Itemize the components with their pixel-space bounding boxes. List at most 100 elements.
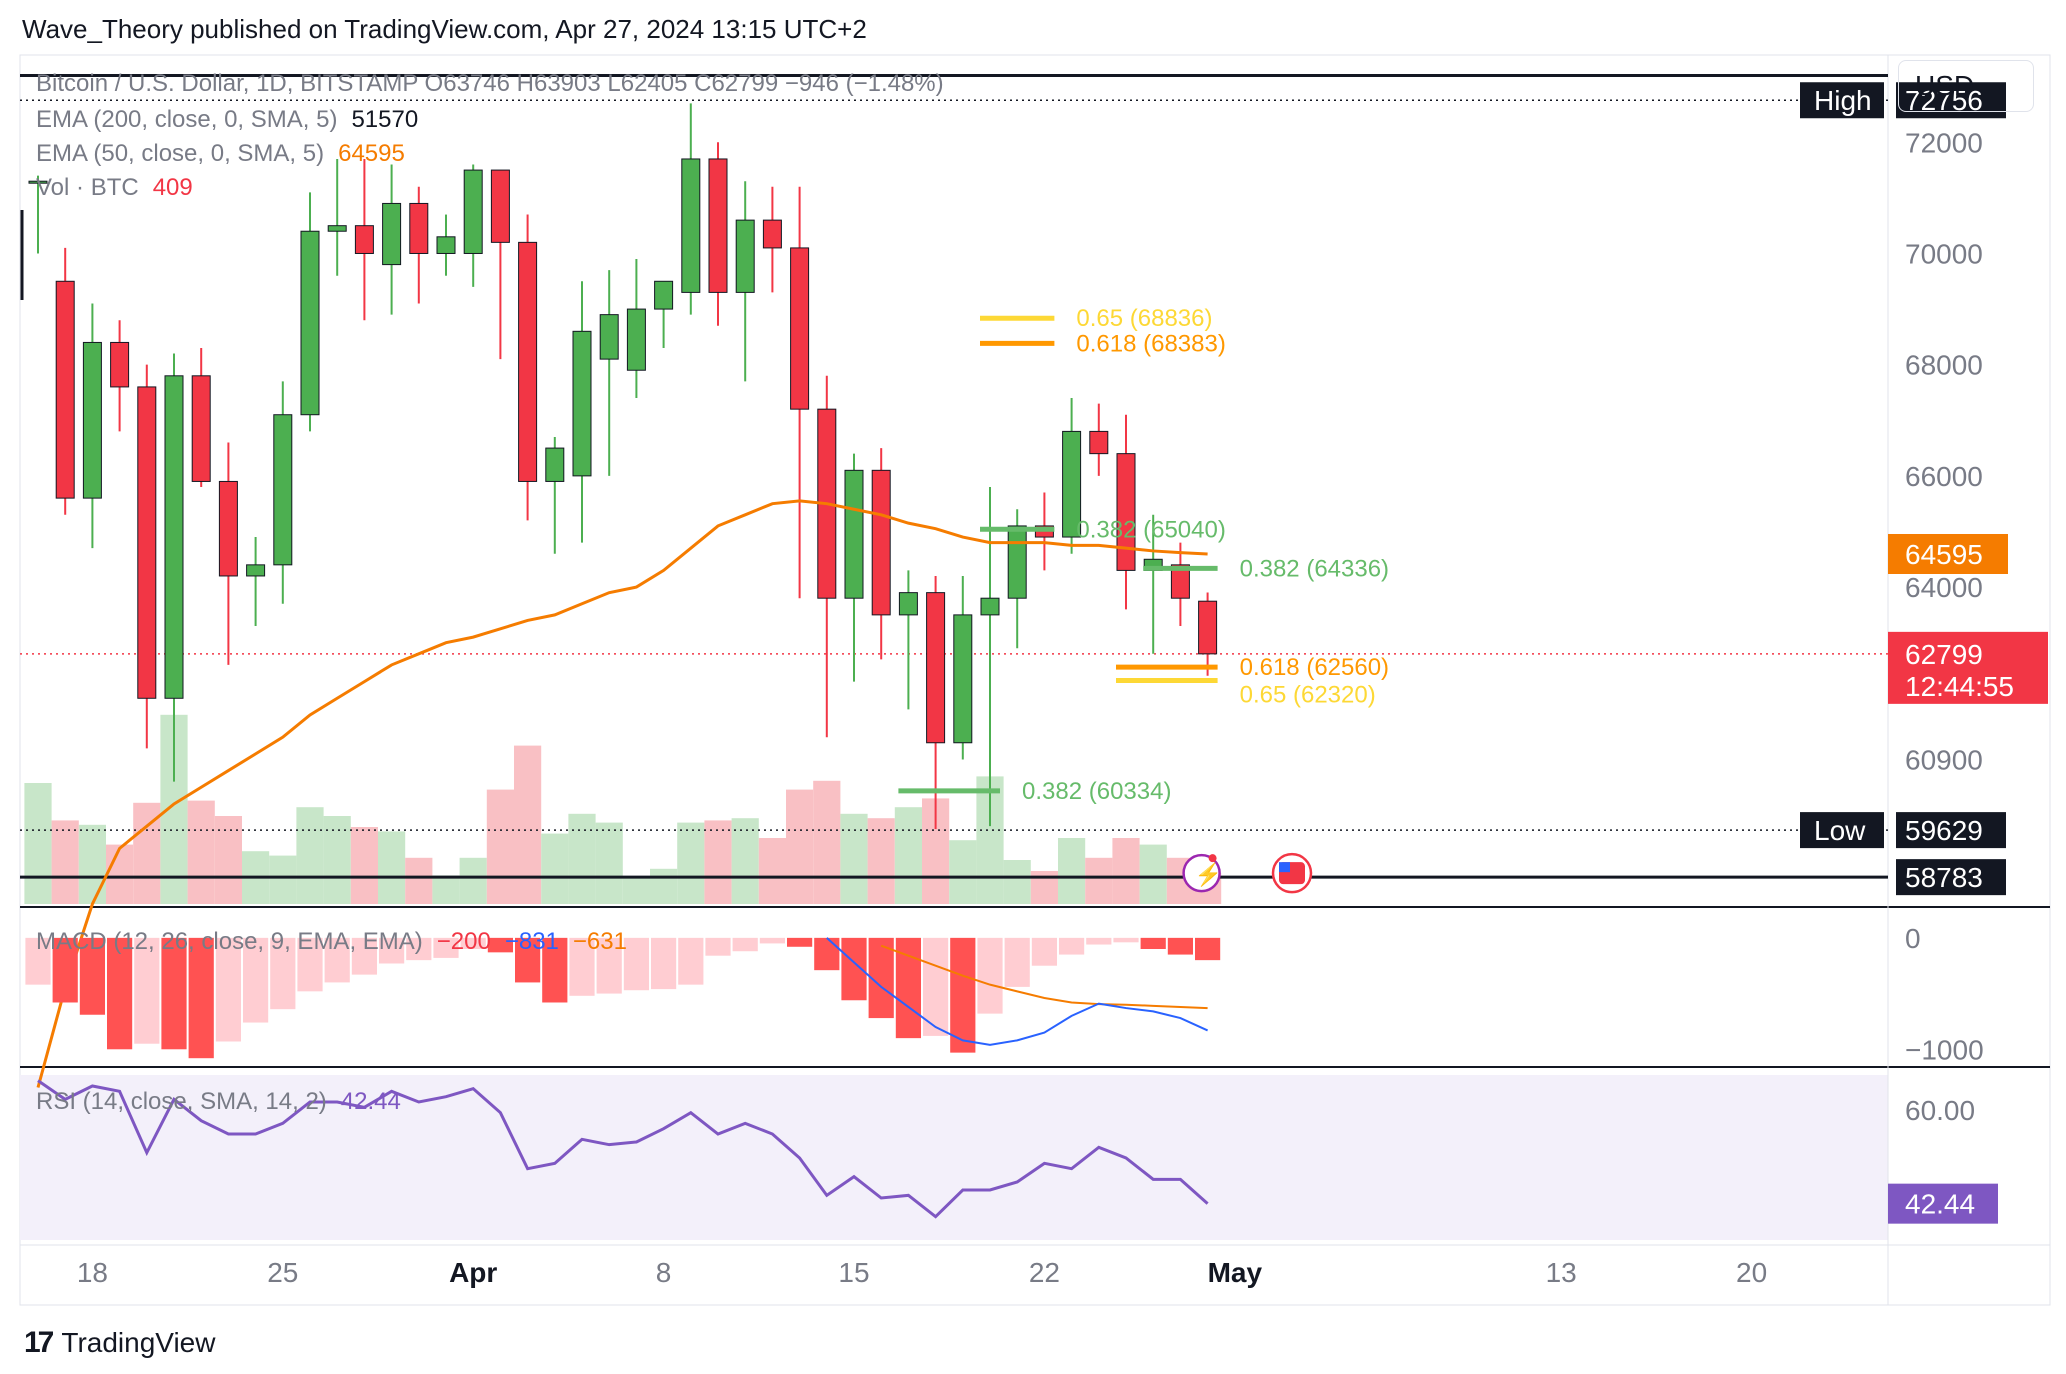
candle-body[interactable] xyxy=(1116,453,1136,571)
fib-level-label: 0.382 (64336) xyxy=(1240,555,1389,582)
volume-legend[interactable]: Vol · BTC 409 xyxy=(36,174,193,202)
volume-bar xyxy=(187,800,215,904)
candle-body[interactable] xyxy=(82,341,102,499)
flash-glyph: ⚡ xyxy=(1195,862,1222,888)
symbol-legend[interactable]: Bitcoin / U.S. Dollar, 1D, BITSTAMP O637… xyxy=(36,70,944,98)
time-tick-label: 18 xyxy=(77,1257,108,1288)
flash-dot xyxy=(1208,854,1217,863)
candle-body[interactable] xyxy=(1062,430,1082,538)
tradingview-logo[interactable]: 17 TradingView xyxy=(24,1326,215,1360)
candle-body[interactable] xyxy=(1170,564,1190,599)
candle-body[interactable] xyxy=(844,469,864,599)
volume-bar xyxy=(323,816,351,904)
macd-hist-bar xyxy=(950,937,976,1053)
rsi-label: RSI (14, close, SMA, 14, 2) xyxy=(36,1088,327,1115)
macd-hist-bar xyxy=(161,937,187,1050)
volume-bar xyxy=(432,875,460,904)
ema200-legend[interactable]: EMA (200, close, 0, SMA, 5) 51570 xyxy=(36,106,418,134)
rsi-value-badge xyxy=(1888,1183,1998,1224)
candle-body[interactable] xyxy=(354,225,374,254)
candle-body[interactable] xyxy=(490,169,510,243)
candle-body[interactable] xyxy=(980,597,1000,616)
rsi-legend[interactable]: RSI (14, close, SMA, 14, 2) 42.44 xyxy=(36,1088,401,1116)
macd-hist-bar xyxy=(107,937,133,1050)
volume-bar xyxy=(459,857,487,904)
candle-body[interactable] xyxy=(137,386,157,699)
fib-level-label: 0.618 (68383) xyxy=(1076,330,1225,357)
candle-body[interactable] xyxy=(1007,525,1027,599)
candle-body[interactable] xyxy=(681,158,701,293)
low-value-text: 59629 xyxy=(1905,815,1983,846)
currency-button[interactable]: USD xyxy=(1898,60,2034,112)
candle-body[interactable] xyxy=(382,202,402,266)
candle-body[interactable] xyxy=(110,341,130,388)
us-flag-canton xyxy=(1279,862,1290,873)
candle-body[interactable] xyxy=(599,314,619,360)
candle-body[interactable] xyxy=(735,219,755,293)
candle-body[interactable] xyxy=(463,169,483,254)
candle-body[interactable] xyxy=(871,469,891,616)
candle-body[interactable] xyxy=(55,280,75,499)
candle-body[interactable] xyxy=(273,414,293,566)
volume-bar xyxy=(486,789,514,904)
fib-level-label: 0.65 (62320) xyxy=(1240,681,1376,708)
candle-body[interactable] xyxy=(708,158,728,293)
macd-hist-bar xyxy=(406,937,432,961)
candle-body[interactable] xyxy=(898,592,918,616)
brand-name: TradingView xyxy=(61,1327,216,1358)
volume-bar xyxy=(1112,838,1140,904)
candle-body[interactable] xyxy=(654,280,674,310)
last-price-text: 62799 xyxy=(1905,639,1983,670)
macd-hist-bar xyxy=(705,937,731,956)
candle-body[interactable] xyxy=(191,375,211,482)
ema50-label: EMA (50, close, 0, SMA, 5) xyxy=(36,140,325,167)
candle-body[interactable] xyxy=(518,241,538,482)
chart-frame xyxy=(19,54,2051,1306)
macd-hist-bar xyxy=(814,937,840,971)
candle-body[interactable] xyxy=(300,230,320,416)
candle-body[interactable] xyxy=(1089,430,1109,455)
time-tick-label: 15 xyxy=(838,1257,869,1288)
fib-level-label: 0.618 (62560) xyxy=(1240,654,1389,681)
candle-body[interactable] xyxy=(218,480,238,577)
high-value-badge xyxy=(1896,82,2006,119)
candle-body[interactable] xyxy=(926,592,946,744)
high-label-badge xyxy=(1800,82,1884,119)
volume-bar xyxy=(1058,838,1086,904)
candle-body[interactable] xyxy=(572,330,592,477)
candle-body[interactable] xyxy=(28,180,48,184)
ema50-legend[interactable]: EMA (50, close, 0, SMA, 5) 64595 xyxy=(36,140,405,168)
fib-level-label: 0.65 (68836) xyxy=(1076,305,1212,332)
time-tick-label: 8 xyxy=(656,1257,672,1288)
low-label-badge xyxy=(1800,812,1884,849)
price-tick-label: 66000 xyxy=(1905,461,1983,492)
volume-bar xyxy=(51,820,79,904)
flash-icon[interactable] xyxy=(1182,853,1221,893)
macd-hist-bar xyxy=(895,937,921,1039)
macd-legend[interactable]: MACD (12, 26, close, 9, EMA, EMA) −200 −83… xyxy=(36,928,627,956)
candle-body[interactable] xyxy=(545,447,565,482)
low-value-badge xyxy=(1896,812,2006,849)
candle-body[interactable] xyxy=(1198,600,1218,655)
ema50-price-text: 64595 xyxy=(1905,539,1983,570)
time-tick-label: Apr xyxy=(449,1257,497,1288)
volume-bar xyxy=(595,822,623,904)
candle-body[interactable] xyxy=(790,247,810,410)
candle-body[interactable] xyxy=(164,375,184,699)
macd-hist-bar xyxy=(1167,937,1193,955)
macd-hist-bar xyxy=(759,937,785,944)
candle-body[interactable] xyxy=(327,225,347,232)
candle-body[interactable] xyxy=(436,236,456,254)
volume-bar xyxy=(568,813,596,904)
volume-bar xyxy=(840,813,868,904)
candle-body[interactable] xyxy=(626,308,646,371)
fib-level-label: 0.382 (65040) xyxy=(1076,516,1225,543)
ema50-price-badge xyxy=(1888,533,2008,574)
candle-body[interactable] xyxy=(953,614,973,744)
candle-body[interactable] xyxy=(409,202,429,254)
macd-hist-bar xyxy=(215,937,241,1042)
macd-hist-bar xyxy=(1195,937,1221,961)
candle-body[interactable] xyxy=(762,219,782,249)
candle-body[interactable] xyxy=(246,564,266,577)
